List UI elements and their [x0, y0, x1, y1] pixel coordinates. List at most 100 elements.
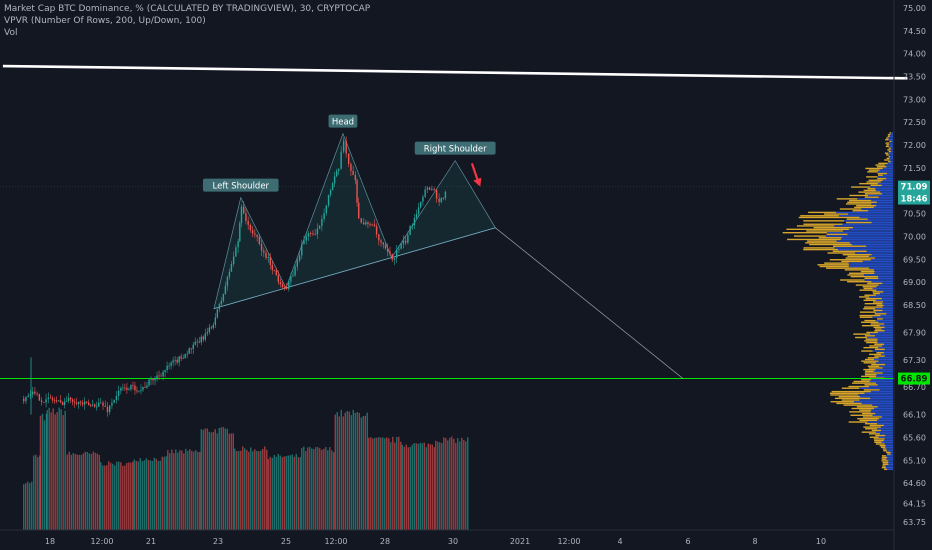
- y-tick-label: 68.50: [903, 301, 926, 310]
- candle-body: [337, 168, 340, 172]
- volume-bar: [372, 438, 374, 530]
- volume-bar: [141, 461, 143, 530]
- vpvr-row-up: [878, 357, 893, 359]
- volume-bar: [356, 411, 358, 530]
- volume-bar: [447, 440, 449, 530]
- vpvr-row-up: [876, 373, 893, 376]
- vpvr-row-down: [884, 468, 888, 471]
- vpvr-row-up: [878, 360, 893, 362]
- vpvr-row-up: [868, 255, 893, 258]
- vpvr-row-down: [884, 159, 890, 161]
- vpvr-row-down: [847, 201, 877, 203]
- vpvr-row-up: [881, 416, 893, 418]
- vpvr-row-down: [882, 465, 886, 467]
- vpvr-row-down: [851, 186, 871, 188]
- volume-bar: [216, 433, 218, 530]
- candle-body: [53, 400, 56, 402]
- vpvr-row-down: [882, 461, 889, 464]
- volume-bar: [149, 460, 151, 530]
- peak-label-box: [328, 114, 358, 128]
- vpvr-row-down: [863, 299, 876, 302]
- y-tick-label: 67.90: [903, 328, 926, 337]
- vpvr-row-down: [829, 392, 865, 394]
- vpvr-row-up: [882, 302, 893, 305]
- candle-body: [283, 287, 286, 288]
- vpvr-row-down: [864, 340, 878, 342]
- vpvr-row-down: [859, 296, 870, 298]
- volume-bar: [295, 453, 297, 530]
- vpvr-row-down: [864, 193, 882, 195]
- vpvr-row-down: [848, 385, 869, 388]
- vpvr-row-up: [875, 319, 893, 322]
- candle-body: [172, 360, 174, 363]
- vpvr-row-down: [871, 429, 882, 432]
- vpvr-row-down: [881, 460, 889, 462]
- vpvr-row-down: [874, 313, 887, 315]
- volume-bar: [331, 450, 333, 530]
- vpvr-row-down: [865, 428, 878, 430]
- volume-bar: [352, 409, 354, 530]
- volume-bar: [116, 461, 118, 530]
- vpvr-row-up: [877, 406, 893, 408]
- volume-bar: [72, 453, 74, 530]
- vpvr-row-down: [841, 399, 860, 401]
- vpvr-row-up: [840, 238, 893, 241]
- volume-bar: [80, 454, 82, 530]
- volume-bars: [23, 407, 469, 530]
- candle-body: [333, 176, 336, 184]
- volume-bar: [405, 444, 407, 530]
- vpvr-row-up: [877, 338, 893, 340]
- vpvr-row-down: [847, 274, 864, 276]
- vpvr-row-up: [883, 352, 893, 354]
- volume-bar: [204, 428, 206, 530]
- vpvr-row-down: [845, 221, 872, 224]
- vpvr-row-down: [866, 176, 878, 178]
- vpvr-row-up: [871, 199, 893, 202]
- peak-label-text: Right Shoulder: [424, 145, 487, 155]
- vpvr-row-down: [861, 321, 879, 323]
- volume-bar: [329, 447, 331, 530]
- pattern-drawings[interactable]: Left Shoulder Head Right Shoulder: [0, 64, 908, 380]
- y-tick-label: 75.00: [903, 4, 926, 13]
- vpvr-row-up: [875, 362, 893, 364]
- vpvr-row-down: [871, 363, 886, 366]
- candle-body: [307, 233, 310, 237]
- volume-bar: [228, 433, 230, 530]
- x-tick-label: 4: [617, 537, 622, 546]
- legend-vpvr[interactable]: VPVR (Number Of Rows, 200, Up/Down, 100): [4, 16, 206, 26]
- target-projection-line: [495, 227, 684, 379]
- candle-body: [356, 180, 358, 203]
- legend-symbol[interactable]: Market Cap BTC Dominance, % (CALCULATED …: [4, 4, 371, 14]
- candle-body: [59, 400, 62, 403]
- candle-body: [226, 276, 229, 286]
- vpvr-row-down: [839, 208, 862, 210]
- vpvr-row-down: [864, 335, 875, 337]
- volume-bar: [169, 453, 171, 530]
- volume-bar: [317, 447, 319, 530]
- candle-body: [117, 390, 120, 397]
- volume-bar: [102, 465, 104, 530]
- candle-body: [347, 153, 350, 164]
- candle-body: [148, 379, 150, 386]
- volume-bar: [35, 454, 37, 530]
- x-tick-label: 30: [448, 537, 458, 546]
- candle-body: [251, 230, 254, 234]
- candle-body: [420, 201, 422, 208]
- candle-body: [182, 358, 184, 360]
- vpvr-row-down: [857, 417, 879, 420]
- volume-bar: [283, 456, 285, 530]
- volume-bar: [281, 457, 283, 530]
- legend-volume[interactable]: Vol: [4, 28, 18, 38]
- candle-body: [156, 375, 158, 379]
- vpvr-row-down: [805, 242, 850, 244]
- candle-body: [395, 249, 398, 258]
- vpvr-row-down: [853, 380, 870, 383]
- vpvr-row-up: [859, 395, 893, 398]
- vpvr-row-down: [868, 433, 880, 435]
- volume-bar: [110, 462, 112, 530]
- candle-body: [243, 206, 245, 214]
- vpvr-row-down: [863, 346, 879, 349]
- vpvr-row-down: [858, 191, 881, 193]
- candle-body: [440, 198, 442, 203]
